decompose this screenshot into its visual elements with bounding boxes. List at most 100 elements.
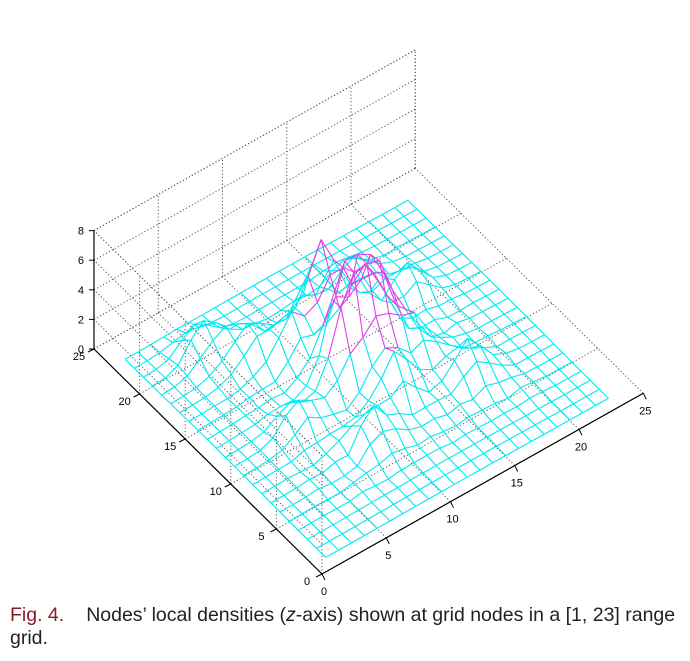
mesh-segment — [408, 425, 422, 431]
mesh-segment — [483, 453, 494, 464]
mesh-segment — [404, 444, 418, 449]
mesh-segment — [422, 465, 437, 474]
mesh-segment — [362, 491, 373, 503]
mesh-segment — [381, 214, 392, 224]
mesh-segment — [268, 459, 279, 470]
mesh-segment — [441, 483, 455, 493]
mesh-segment — [331, 299, 342, 309]
mesh-segment — [219, 431, 230, 441]
y-tick-label: 15 — [164, 441, 176, 453]
mesh-segment — [395, 428, 409, 431]
mesh-segment — [223, 406, 237, 416]
mesh-segment — [282, 311, 293, 319]
mesh-segment — [177, 339, 192, 366]
mesh-segment — [434, 414, 448, 419]
mesh-segment — [582, 405, 596, 414]
mesh-segment — [174, 386, 184, 397]
mesh-segment — [369, 444, 380, 465]
mesh-segment — [207, 324, 221, 329]
mesh-segment — [499, 422, 514, 431]
mesh-segment — [454, 284, 465, 294]
mesh-segment — [412, 224, 423, 235]
mesh-segment — [206, 431, 221, 440]
mesh-segment — [414, 312, 428, 329]
mesh-segment — [261, 485, 276, 495]
mesh-segment — [371, 502, 382, 513]
mesh-segment — [278, 468, 288, 479]
mesh-segment — [214, 398, 228, 407]
mesh-segment — [250, 441, 261, 451]
mesh-segment — [284, 287, 298, 296]
mesh-segment — [463, 360, 478, 378]
mesh-segment — [179, 412, 190, 422]
mesh-segment — [434, 319, 445, 334]
mesh-segment — [325, 453, 336, 463]
mesh-segment — [263, 431, 274, 439]
mesh-segment — [346, 391, 360, 411]
mesh-segment — [344, 465, 358, 477]
mesh-segment — [533, 381, 543, 392]
mesh-segment — [360, 425, 371, 445]
mesh-segment — [531, 334, 545, 343]
mesh-segment — [520, 387, 531, 399]
mesh-segment — [340, 492, 351, 502]
mesh-segment — [454, 360, 465, 377]
mesh-segment — [283, 392, 294, 401]
mesh-segment — [355, 400, 369, 418]
mesh-segment — [479, 345, 490, 364]
mesh-segment — [269, 329, 280, 339]
mesh-segment — [223, 315, 234, 325]
mesh-segment — [452, 434, 466, 444]
mesh-segment — [219, 423, 234, 433]
grid-line-back-wall — [93, 167, 416, 350]
mesh-segment — [214, 405, 225, 416]
mesh-segment — [415, 498, 429, 507]
mesh-segment — [573, 396, 587, 405]
mesh-segment — [245, 309, 260, 318]
caption-text-end: -axis) shown at grid nodes in a [1, 23] … — [10, 604, 676, 649]
mesh-segment — [296, 478, 310, 489]
mesh-segment — [386, 295, 397, 306]
mesh-segment — [520, 381, 534, 389]
mesh-segment — [436, 259, 450, 268]
mesh-segment — [419, 369, 430, 393]
mesh-segment — [290, 461, 301, 473]
mesh-segment — [381, 279, 395, 301]
mesh-segment — [431, 481, 442, 493]
mesh-segment — [509, 338, 520, 349]
mesh-segment — [472, 385, 487, 400]
mesh-segment — [137, 351, 148, 362]
mesh-segment — [221, 341, 236, 362]
mesh-segment — [347, 425, 362, 456]
mesh-segment — [366, 260, 380, 265]
mesh-segment — [423, 339, 434, 370]
mesh-segment — [377, 229, 388, 240]
mesh-segment — [240, 292, 251, 302]
mesh-segment — [406, 489, 420, 498]
mesh-segment — [378, 222, 392, 231]
mesh-segment — [255, 318, 269, 324]
mesh-segment — [311, 397, 325, 401]
mesh-segment — [370, 254, 380, 262]
mesh-segment — [124, 358, 135, 369]
mesh-segment — [492, 455, 506, 464]
mesh-segment — [418, 242, 432, 251]
mesh-segment — [356, 228, 366, 238]
mesh-segment — [258, 309, 269, 319]
mesh-segment — [353, 482, 364, 493]
mesh-segment — [395, 304, 410, 329]
mesh-segment — [243, 475, 254, 486]
mesh-segment — [265, 361, 276, 382]
mesh-segment — [399, 413, 410, 431]
mesh-segment — [479, 462, 494, 471]
mesh-segment — [551, 394, 565, 403]
mesh-segment — [386, 295, 401, 319]
mesh-segment — [424, 399, 439, 408]
mesh-segment — [471, 345, 481, 349]
x-tick-mark — [321, 573, 326, 581]
mesh-segment — [454, 338, 468, 361]
mesh-segment — [256, 336, 267, 363]
mesh-segment — [482, 311, 492, 322]
mesh-segment — [485, 382, 499, 387]
mesh-segment — [320, 239, 331, 276]
